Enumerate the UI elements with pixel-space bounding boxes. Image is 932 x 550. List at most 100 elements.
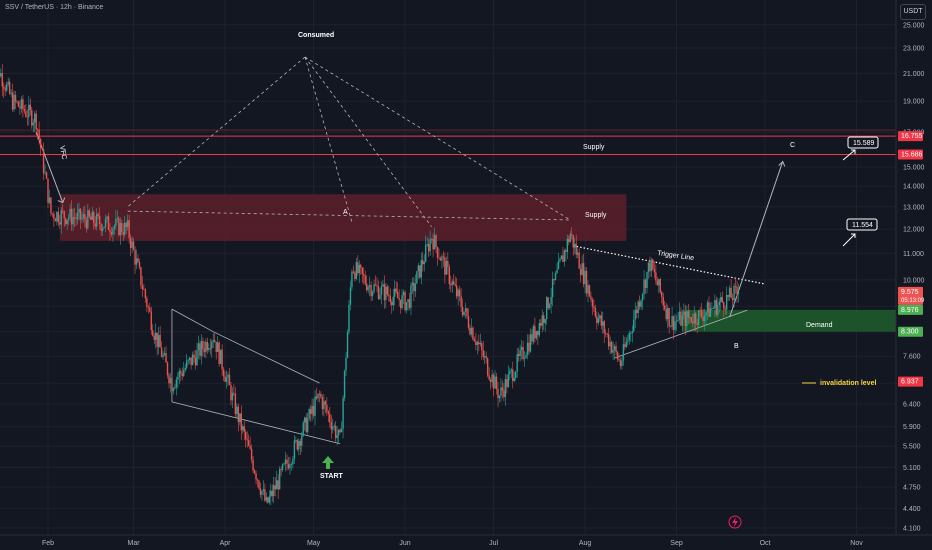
grid-lines bbox=[0, 0, 896, 535]
candle bbox=[5, 81, 8, 93]
candle bbox=[692, 313, 694, 328]
candle bbox=[126, 214, 129, 231]
candle bbox=[513, 371, 515, 383]
target-1-value: 11.554 bbox=[852, 222, 873, 229]
candle bbox=[417, 262, 420, 279]
x-tick-label: Feb bbox=[42, 540, 54, 547]
candle bbox=[129, 234, 132, 257]
candle bbox=[554, 271, 557, 281]
candle bbox=[442, 251, 445, 268]
candle bbox=[631, 325, 633, 343]
candle bbox=[618, 353, 620, 362]
candle bbox=[615, 341, 617, 356]
candle bbox=[205, 338, 207, 359]
candle bbox=[202, 337, 204, 357]
candle bbox=[545, 295, 548, 325]
candle bbox=[184, 363, 186, 373]
candle bbox=[128, 214, 130, 244]
wedge-upper-line bbox=[171, 308, 320, 384]
candle bbox=[736, 280, 738, 304]
candle bbox=[183, 361, 185, 377]
candle bbox=[243, 420, 245, 440]
candle bbox=[658, 278, 660, 294]
price-tag-8976: 8.976 bbox=[898, 304, 923, 315]
candle bbox=[594, 304, 597, 319]
candle bbox=[481, 340, 483, 360]
candle bbox=[551, 271, 554, 307]
svg-text:9.575: 9.575 bbox=[901, 289, 919, 296]
x-tick-label: Apr bbox=[220, 540, 232, 547]
candle bbox=[36, 128, 39, 140]
currency-button[interactable]: USDT bbox=[900, 4, 926, 20]
candle bbox=[414, 274, 417, 297]
candle bbox=[500, 378, 502, 402]
candle bbox=[429, 230, 431, 257]
candle bbox=[181, 367, 183, 381]
candle bbox=[1, 64, 3, 97]
target-1-box[interactable]: 11.554 bbox=[842, 218, 878, 247]
vfc-label: VFC bbox=[58, 145, 67, 160]
candle bbox=[137, 254, 139, 263]
candle bbox=[379, 288, 381, 301]
candle bbox=[498, 394, 501, 403]
candle bbox=[160, 341, 163, 358]
candle bbox=[605, 329, 607, 338]
candle bbox=[315, 387, 318, 401]
candle bbox=[144, 288, 147, 303]
candle bbox=[644, 278, 647, 294]
candle bbox=[622, 335, 625, 366]
lightning-icon[interactable] bbox=[728, 515, 742, 529]
candle bbox=[32, 118, 34, 133]
candle bbox=[482, 340, 484, 361]
target-1-arrow-icon bbox=[842, 233, 856, 247]
y-tick-label: 23.000 bbox=[903, 46, 925, 53]
candle bbox=[517, 347, 520, 362]
target-2-box[interactable]: 15.589 bbox=[842, 136, 879, 161]
candle bbox=[172, 386, 175, 395]
candle bbox=[318, 390, 321, 403]
candle bbox=[253, 468, 256, 475]
candle bbox=[327, 409, 330, 423]
candle bbox=[383, 275, 386, 309]
candle bbox=[26, 109, 29, 126]
candle bbox=[550, 288, 552, 314]
candle bbox=[361, 267, 363, 283]
candle bbox=[416, 270, 418, 284]
candle bbox=[78, 202, 80, 221]
candle bbox=[391, 299, 393, 314]
candle bbox=[320, 391, 322, 399]
candle bbox=[633, 310, 635, 333]
candle bbox=[584, 267, 586, 294]
supply-zone[interactable] bbox=[59, 194, 627, 241]
candle bbox=[572, 234, 574, 256]
candle bbox=[188, 356, 191, 364]
candle bbox=[85, 216, 88, 233]
candle bbox=[143, 283, 145, 291]
candle bbox=[311, 398, 313, 421]
candle bbox=[714, 294, 716, 318]
candle bbox=[180, 368, 182, 382]
candle bbox=[447, 252, 449, 275]
candle bbox=[65, 217, 67, 226]
candle bbox=[101, 224, 104, 236]
candle bbox=[581, 255, 583, 276]
candle bbox=[534, 317, 536, 343]
demand-zone[interactable] bbox=[682, 309, 896, 332]
candle bbox=[270, 483, 272, 506]
candle bbox=[684, 304, 687, 336]
candle bbox=[122, 223, 124, 241]
candle bbox=[317, 393, 319, 402]
candle bbox=[543, 312, 545, 331]
candle bbox=[466, 307, 468, 319]
candle bbox=[75, 213, 77, 227]
candle bbox=[665, 302, 667, 322]
consumed-line bbox=[304, 56, 571, 221]
candle bbox=[681, 309, 684, 332]
candle bbox=[453, 274, 455, 286]
candle bbox=[4, 84, 6, 96]
candle bbox=[392, 288, 394, 311]
candle bbox=[116, 210, 119, 223]
candle bbox=[671, 306, 673, 330]
candle bbox=[656, 276, 659, 286]
